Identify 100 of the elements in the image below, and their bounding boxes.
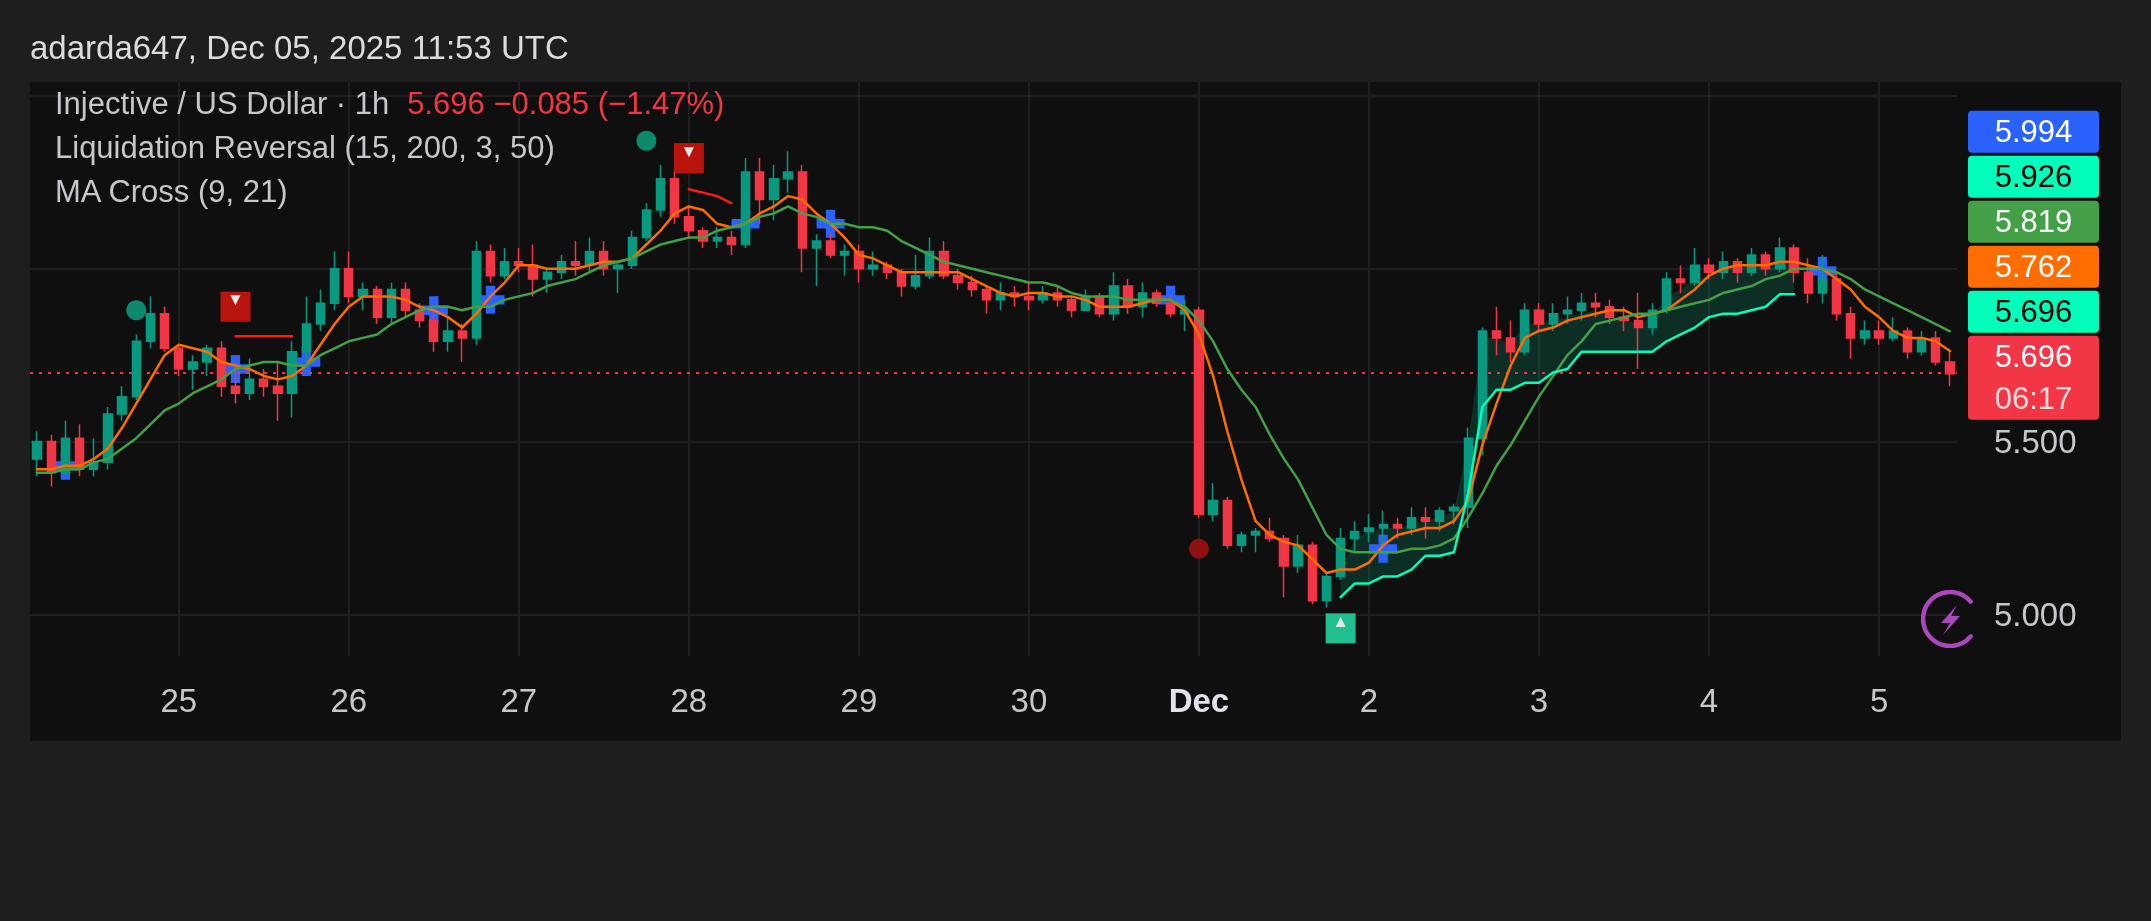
candlestick xyxy=(1448,503,1460,526)
annotation: Liquidation Reversal (15, 200, 3, 50) xyxy=(55,130,555,165)
candlestick xyxy=(655,164,666,218)
x-tick-label: 2 xyxy=(1359,682,1379,719)
candlestick xyxy=(952,267,964,291)
candlestick xyxy=(31,430,43,477)
candlestick xyxy=(428,309,439,353)
ref-line-label: 5.696 xyxy=(1994,339,2073,375)
annotation: 5.696 −0.085 (−1.47%) xyxy=(407,86,725,121)
candlestick xyxy=(910,254,921,291)
candlestick xyxy=(244,357,255,401)
candlestick xyxy=(754,157,765,225)
candlestick xyxy=(1236,530,1247,554)
point xyxy=(1188,538,1209,559)
candlestick xyxy=(612,261,624,294)
y-tick-label: 5.500 xyxy=(1994,423,2077,461)
x-tick-label: Dec xyxy=(1168,682,1230,719)
candlestick xyxy=(1349,520,1360,554)
candlestick xyxy=(1689,247,1701,287)
candlestick xyxy=(145,295,156,349)
candlestick xyxy=(542,267,553,294)
text: 06:17 xyxy=(1994,381,2073,417)
candlestick xyxy=(1562,295,1573,325)
candlestick xyxy=(1576,292,1587,322)
candlestick xyxy=(1831,271,1842,322)
candlestick xyxy=(726,229,737,256)
candlestick xyxy=(683,205,695,239)
candlestick xyxy=(1066,295,1077,318)
x-tick-label: 3 xyxy=(1529,682,1549,719)
candlestick xyxy=(1023,281,1035,311)
candlestick xyxy=(797,164,808,273)
candlestick xyxy=(1378,510,1389,547)
candlestick xyxy=(343,250,354,305)
candlestick xyxy=(1845,306,1856,360)
x-tick-label: 25 xyxy=(160,682,198,719)
candlestick xyxy=(1817,254,1828,305)
text: adarda647, Dec 05, 2025 11:53 UTC xyxy=(30,28,569,68)
candlestick xyxy=(1207,482,1219,522)
candlestick xyxy=(712,226,723,249)
candlestick xyxy=(669,171,680,225)
data-label: ▲ xyxy=(1332,611,1350,631)
candlestick xyxy=(1633,292,1644,370)
candlestick xyxy=(1703,257,1715,280)
x-tick-label: 28 xyxy=(670,682,708,719)
candlestick xyxy=(740,157,751,249)
candlestick xyxy=(1392,516,1403,540)
chart-title: Injective / US Dollar · 1h xyxy=(55,86,390,121)
text: 5.819 xyxy=(1994,204,2073,240)
candlestick xyxy=(1250,527,1261,554)
candlestick xyxy=(811,233,822,287)
candlestick xyxy=(896,267,907,298)
data-label: ▼ xyxy=(227,290,244,310)
candlestick xyxy=(839,243,850,277)
candlestick xyxy=(1406,506,1417,536)
candlestick xyxy=(1675,264,1686,294)
data-label: ▼ xyxy=(680,141,698,161)
candlestick xyxy=(131,333,142,401)
text: 5.696 xyxy=(1994,294,2073,330)
candlestick xyxy=(641,202,652,242)
candlestick xyxy=(967,274,978,298)
candlestick xyxy=(1434,506,1445,533)
candlestick xyxy=(1363,513,1375,543)
x-tick-label: 30 xyxy=(1010,682,1048,719)
text: 5.762 xyxy=(1994,249,2073,285)
candlestick xyxy=(1222,496,1233,550)
text: 5.994 xyxy=(1994,114,2073,150)
candlestick xyxy=(301,295,312,363)
candlestick xyxy=(1420,506,1431,540)
x-tick-label: 29 xyxy=(840,682,878,719)
candlestick xyxy=(1548,302,1559,332)
x-tick-label: 5 xyxy=(1869,682,1889,719)
candlestick xyxy=(1873,319,1885,346)
x-tick-label: 26 xyxy=(330,682,368,719)
candlestick xyxy=(825,233,836,260)
candlestick xyxy=(499,247,510,280)
candlestick xyxy=(768,164,780,222)
candlestick xyxy=(570,240,581,277)
annotation: MA Cross (9, 21) xyxy=(55,173,289,211)
y-tick-label: 5.000 xyxy=(1994,596,2077,634)
candlestick xyxy=(329,250,340,311)
candlestick xyxy=(457,323,468,363)
x-tick-label: 4 xyxy=(1699,682,1719,719)
candlestick xyxy=(1505,319,1516,363)
candlestick xyxy=(1803,257,1814,305)
candlestick xyxy=(981,285,992,315)
candlestick xyxy=(1491,306,1502,356)
candlestick xyxy=(442,316,454,353)
candlestick xyxy=(1859,319,1871,346)
candlestick xyxy=(1321,572,1332,609)
point xyxy=(636,130,657,151)
candlestick xyxy=(1533,302,1545,332)
candlestick xyxy=(315,288,326,332)
candlestick xyxy=(116,385,128,422)
point xyxy=(126,300,147,321)
candlestick xyxy=(187,354,199,391)
candlestick xyxy=(782,150,794,194)
candlestick xyxy=(159,306,170,353)
candlestick xyxy=(485,243,496,284)
text: 5.926 xyxy=(1994,159,2073,195)
candlestick xyxy=(867,250,879,277)
